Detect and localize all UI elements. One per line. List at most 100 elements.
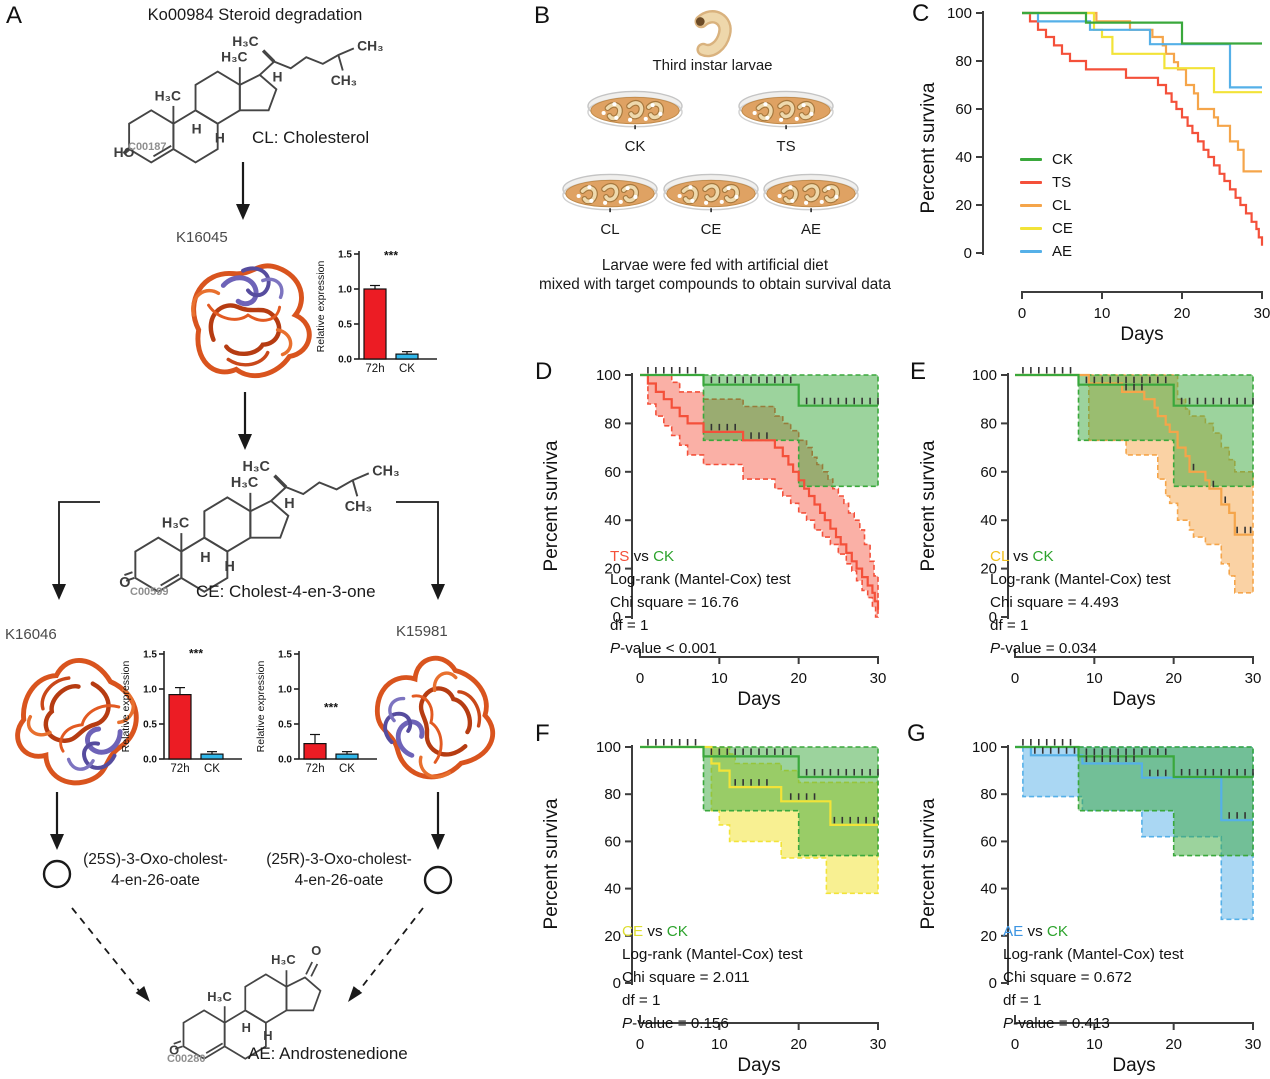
AE-survival-curve bbox=[1022, 11, 1262, 89]
petri-dish-ck bbox=[586, 84, 684, 142]
y-tick-label: 1.5 bbox=[338, 250, 352, 261]
methyl-label: H₃C bbox=[243, 459, 270, 475]
y-axis-title: Relative expression bbox=[255, 661, 267, 753]
AE-survival-curve bbox=[1015, 745, 1253, 822]
stats-block-g: AE vs CK Log-rank (Mantel-Cox) test Chi … bbox=[1003, 920, 1184, 1035]
x-tick-label: 30 bbox=[870, 1036, 887, 1053]
x-tick-label: 30 bbox=[1245, 1036, 1262, 1053]
y-tick-label: 80 bbox=[604, 786, 621, 803]
group2-label: CK bbox=[666, 923, 688, 940]
y-tick-label: 80 bbox=[980, 415, 997, 432]
dashed-arrow-left bbox=[71, 907, 141, 993]
y-tick-label: 20 bbox=[604, 928, 621, 945]
pathway-title: Ko00984 Steroid degradation bbox=[147, 6, 363, 24]
y-tick-label: 0.5 bbox=[143, 720, 157, 731]
x-tick-label: 20 bbox=[790, 1036, 807, 1053]
structure-androstenedione: H₃C H₃C H H O O bbox=[169, 943, 322, 1060]
CL-survival-curve bbox=[1015, 373, 1253, 536]
bar-category-label: 72h bbox=[365, 363, 384, 375]
hydroxyl-label: HO bbox=[114, 144, 135, 160]
intermediate-25r: (25R)-3-Oxo-cholest- 4-en-26-oate bbox=[250, 849, 428, 891]
CE-survival-curve bbox=[1022, 11, 1262, 94]
x-tick-label: 10 bbox=[1086, 670, 1103, 687]
p-symbol: P bbox=[610, 640, 621, 657]
y-tick-label: 60 bbox=[955, 101, 972, 118]
y-tick-label: 60 bbox=[604, 833, 621, 850]
panel-label-e: E bbox=[910, 358, 927, 385]
x-tick-label: 10 bbox=[1086, 1036, 1103, 1053]
pathway-connectors bbox=[42, 162, 453, 1002]
protein-structure-k15981 bbox=[358, 646, 513, 796]
x-tick-label: 0 bbox=[636, 1036, 644, 1053]
enzyme-label-k16046: K16046 bbox=[5, 626, 57, 643]
x-axis-title: Days bbox=[1112, 689, 1155, 710]
kegg-id-c00187: C00187 bbox=[128, 141, 167, 153]
p-value: P-value = 0.156 bbox=[622, 1012, 803, 1035]
x-tick-label: 0 bbox=[1018, 305, 1026, 322]
dish-label-ce: CE bbox=[700, 221, 722, 238]
h-label: H bbox=[242, 1020, 251, 1035]
y-tick-label: 80 bbox=[955, 53, 972, 70]
dish-label-ck: CK bbox=[624, 138, 646, 155]
intermediate-25s-line2: 4-en-26-oate bbox=[111, 872, 200, 889]
vs-label: vs bbox=[647, 923, 663, 940]
panel-label-c: C bbox=[912, 0, 930, 27]
group1-label: CE bbox=[622, 923, 644, 940]
CK-ci-band bbox=[702, 374, 879, 488]
legend-item-CL: CL bbox=[1020, 194, 1073, 217]
y-tick-label: 20 bbox=[980, 561, 997, 578]
kegg-id-c00599: C00599 bbox=[130, 586, 169, 598]
test-name: Log-rank (Mantel-Cox) test bbox=[1003, 946, 1184, 963]
y-tick-label: 60 bbox=[980, 464, 997, 481]
y-tick-label: 40 bbox=[604, 512, 621, 529]
degrees-of-freedom: df = 1 bbox=[622, 992, 661, 1009]
survival-chart-ce-vs-ck: 0 20 40 60 80 100 0 10 20 30 Days bbox=[596, 739, 887, 1076]
panel-label-g: G bbox=[907, 720, 926, 747]
y-tick-label: 0.0 bbox=[338, 355, 352, 366]
p-value: P-value < 0.001 bbox=[610, 637, 791, 660]
h-label: H bbox=[284, 496, 294, 512]
x-tick-label: 0 bbox=[1011, 1036, 1019, 1053]
test-name: Log-rank (Mantel-Cox) test bbox=[622, 946, 803, 963]
compound-name-cl: CL: Cholesterol bbox=[252, 128, 370, 147]
x-tick-label: 30 bbox=[870, 670, 887, 687]
bar-CK bbox=[395, 353, 419, 360]
test-name: Log-rank (Mantel-Cox) test bbox=[990, 571, 1171, 588]
x-tick-label: 0 bbox=[636, 670, 644, 687]
x-axis-title: Days bbox=[737, 689, 780, 710]
CL-survival-curve bbox=[1022, 11, 1262, 173]
y-tick-label: 1.5 bbox=[143, 650, 157, 661]
structure-cholestenone: H₃C CH₃ CH₃ H₃C H₃C H H H O bbox=[119, 459, 400, 593]
x-tick-label: 10 bbox=[1094, 305, 1111, 322]
branch-right-connector bbox=[396, 501, 439, 586]
y-tick-label: 20 bbox=[604, 561, 621, 578]
protein-structure-k16045 bbox=[168, 246, 328, 394]
y-tick-label: 60 bbox=[604, 464, 621, 481]
intermediate-25s: (25S)-3-Oxo-cholest- 4-en-26-oate bbox=[68, 849, 243, 891]
methyl-label: CH₃ bbox=[331, 72, 357, 88]
dashed-arrow-right bbox=[357, 907, 424, 993]
p-text: -value < 0.001 bbox=[620, 640, 717, 657]
stats-block-d: TS vs CK Log-rank (Mantel-Cox) test Chi … bbox=[610, 545, 791, 660]
legend-swatch-AE bbox=[1020, 249, 1042, 254]
comparison-line: CE vs CK bbox=[622, 920, 803, 943]
methyl-label: H₃C bbox=[155, 87, 181, 103]
legend-label-AE: AE bbox=[1052, 243, 1073, 260]
larva-icon bbox=[694, 10, 732, 58]
petri-dish-cl bbox=[561, 167, 659, 225]
CK-survival-curve bbox=[640, 745, 878, 779]
y-tick-label: 0.0 bbox=[278, 755, 292, 766]
y-tick-label: 40 bbox=[955, 149, 972, 166]
y-tick-label: 100 bbox=[596, 739, 621, 756]
group1-label: TS bbox=[610, 548, 630, 565]
vs-label: vs bbox=[1013, 548, 1029, 565]
x-axis-title: Days bbox=[1120, 324, 1163, 345]
CE-survival-curve bbox=[640, 745, 878, 826]
y-tick-label: 0 bbox=[989, 609, 997, 626]
comparison-line: TS vs CK bbox=[610, 545, 791, 568]
bar-CK bbox=[335, 753, 359, 760]
x-tick-label: 30 bbox=[1245, 670, 1262, 687]
y-tick-label: 60 bbox=[980, 833, 997, 850]
degrees-of-freedom: df = 1 bbox=[610, 617, 649, 634]
intermediate-25s-line1: (25S)-3-Oxo-cholest- bbox=[83, 851, 228, 868]
